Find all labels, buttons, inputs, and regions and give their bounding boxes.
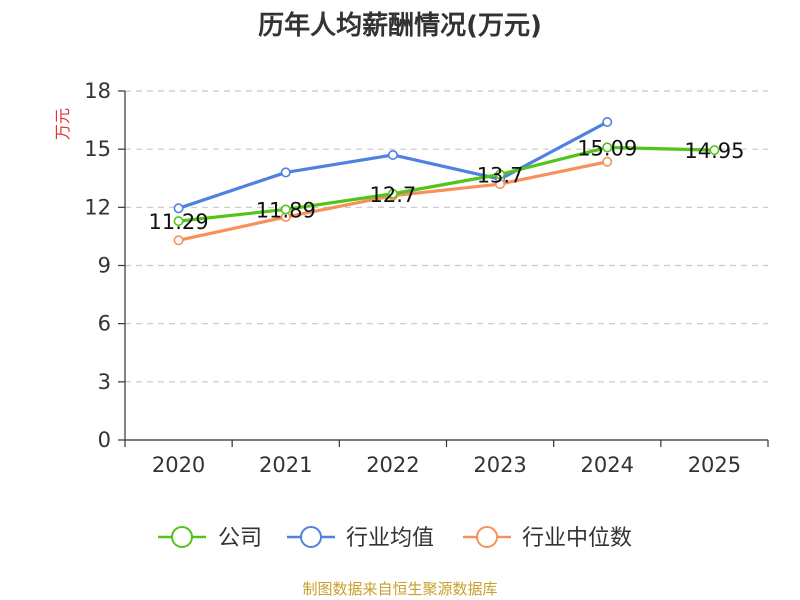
data-point[interactable] xyxy=(709,145,720,156)
data-point[interactable] xyxy=(387,188,398,199)
y-tick-label: 9 xyxy=(98,254,111,278)
legend-item[interactable]: 公司 xyxy=(158,526,262,551)
data-label: 11.29 xyxy=(149,210,209,234)
data-point[interactable] xyxy=(280,204,291,215)
chart-title: 历年人均薪酬情况(万元) xyxy=(258,10,542,41)
legend[interactable]: 公司 行业均值 行业中位数 xyxy=(158,526,632,551)
series-line xyxy=(176,145,717,223)
data-label: 14.95 xyxy=(684,139,744,163)
axes: 0 3 6 9 12 15 18 2020 2021 2022 2023 2024 2025 xyxy=(84,79,769,477)
y-axis-label: 万元 xyxy=(53,108,72,140)
x-tick-label: 2020 xyxy=(152,453,205,477)
x-tick-label: 2022 xyxy=(366,453,419,477)
data-point[interactable] xyxy=(602,117,613,128)
data-label: 11.89 xyxy=(256,198,316,222)
data-label: 15.09 xyxy=(577,136,637,160)
y-tick-label: 6 xyxy=(98,312,111,336)
data-point[interactable] xyxy=(173,235,184,246)
x-tick-label: 2021 xyxy=(259,453,312,477)
x-tick-label: 2024 xyxy=(581,453,634,477)
y-tick-label: 12 xyxy=(84,195,111,219)
grid xyxy=(125,90,768,383)
y-tick-label: 0 xyxy=(98,428,111,452)
data-point[interactable] xyxy=(495,169,506,180)
data-label: 13.7 xyxy=(477,163,524,187)
y-tick-label: 18 xyxy=(84,79,111,103)
legend-swatch-marker xyxy=(171,526,193,548)
data-point[interactable] xyxy=(602,156,613,167)
legend-label: 行业均值 xyxy=(346,526,434,551)
legend-item[interactable]: 行业均值 xyxy=(287,526,434,551)
legend-swatch-marker xyxy=(476,526,498,548)
legend-label: 行业中位数 xyxy=(522,526,632,551)
data-point[interactable] xyxy=(602,142,613,153)
legend-label: 公司 xyxy=(218,526,262,551)
legend-swatch-marker xyxy=(300,526,322,548)
data-label: 12.7 xyxy=(370,183,417,207)
data-labels: 11.29 11.89 12.7 13.7 15.09 14.95 xyxy=(149,136,745,234)
y-tick-label: 3 xyxy=(98,370,111,394)
data-point[interactable] xyxy=(280,167,291,178)
legend-item[interactable]: 行业中位数 xyxy=(463,526,632,551)
data-point[interactable] xyxy=(387,149,398,160)
x-tick-label: 2023 xyxy=(473,453,526,477)
data-point[interactable] xyxy=(173,203,184,214)
series-group xyxy=(173,117,720,246)
y-tick-label: 15 xyxy=(84,137,111,161)
data-point[interactable] xyxy=(173,216,184,227)
source-note: 制图数据来自恒生聚源数据库 xyxy=(302,580,497,598)
data-point[interactable] xyxy=(495,179,506,190)
x-tick-label: 2025 xyxy=(688,453,741,477)
